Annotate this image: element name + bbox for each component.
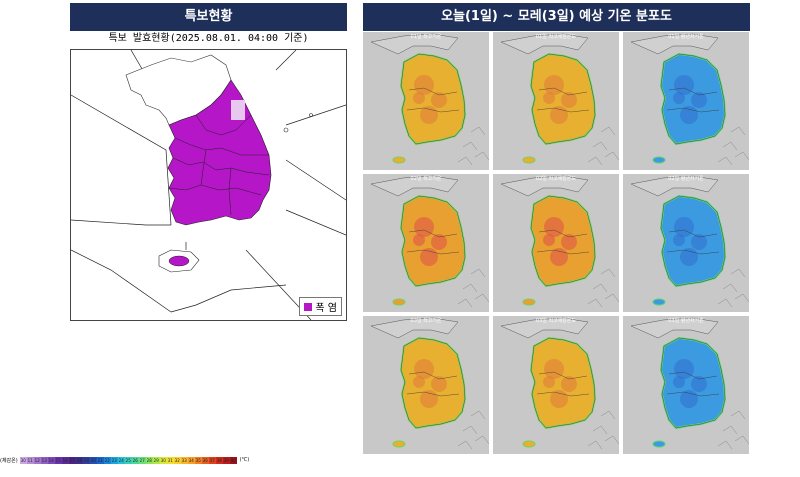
tile-map-graphic <box>500 175 619 308</box>
scale-cell: 18 <box>75 456 83 464</box>
scale-cell: 29 <box>152 456 160 464</box>
forecast-tile: 01일 최고체감온도 <box>493 32 619 170</box>
scale-cell: 34 <box>187 456 195 464</box>
tile-title: 01일 평년차기온 <box>668 34 704 40</box>
scale-cell: 15 <box>54 456 62 464</box>
panel-title: 오늘(1일) ~ 모레(3일) 예상 기온 분포도 <box>363 3 750 31</box>
scale-cell: 39 <box>222 456 230 464</box>
color-scale: (체감온) 30 11 12 13 14 15 16 17 18 19 20 21 22 23 24 25 26… <box>0 455 249 465</box>
scale-cell: 14 <box>47 456 55 464</box>
forecast-tile: 01일 최고기온 <box>363 32 489 170</box>
tile-title: 02일 최고기온 <box>410 176 442 182</box>
temperature-forecast-panel: 오늘(1일) ~ 모레(3일) 예상 기온 분포도 01일 최고기온 01일 최고… <box>363 3 750 471</box>
tile-map-graphic <box>370 175 489 308</box>
korea-warning-map-graphic <box>71 50 346 320</box>
scale-cell: 32 <box>173 456 181 464</box>
scale-cell: 30 <box>19 456 27 464</box>
scale-cell: 24 <box>117 456 125 464</box>
tile-title: 03일 평년차기온 <box>668 318 704 324</box>
scale-cell: 23 <box>110 456 118 464</box>
scale-cell: 40 <box>229 456 237 464</box>
forecast-tile: 02일 평년차기온 <box>623 174 749 312</box>
scale-label: (체감온) <box>0 457 18 464</box>
tile-map-graphic <box>500 33 619 166</box>
forecast-tile: 03일 최고체감온도 <box>493 316 619 454</box>
scale-cell: 30 <box>159 456 167 464</box>
tile-map-graphic <box>370 317 489 450</box>
forecast-map-grid: 01일 최고기온 01일 최고체감온도 01일 평년차기온 02일 최고기온 02일 최… <box>363 32 750 456</box>
scale-cell: 36 <box>201 456 209 464</box>
scale-cell: 13 <box>40 456 48 464</box>
scale-cell: 22 <box>103 456 111 464</box>
warning-map: 폭 염 <box>70 49 347 321</box>
scale-cell: 26 <box>131 456 139 464</box>
scale-cell: 28 <box>145 456 153 464</box>
scale-cell: 37 <box>208 456 216 464</box>
forecast-tile: 02일 최고기온 <box>363 174 489 312</box>
scale-cell: 31 <box>166 456 174 464</box>
scale-cell: 11 <box>26 456 34 464</box>
scale-cell: 16 <box>61 456 69 464</box>
heatwave-swatch <box>304 302 313 311</box>
jeju-region <box>168 255 190 267</box>
tile-map-graphic <box>630 175 749 308</box>
forecast-tile: 02일 최고체감온도 <box>493 174 619 312</box>
panel-title: 특보현황 <box>70 3 347 31</box>
scale-cell: 17 <box>68 456 76 464</box>
panel-subtitle: 특보 발효현황(2025.08.01. 04:00 기준) <box>108 33 309 44</box>
forecast-tile: 03일 평년차기온 <box>623 316 749 454</box>
scale-unit: (℃) <box>239 457 250 463</box>
scale-cell: 21 <box>96 456 104 464</box>
forecast-tile: 03일 최고기온 <box>363 316 489 454</box>
scale-cell: 33 <box>180 456 188 464</box>
tile-title: 01일 최고체감온도 <box>535 34 577 40</box>
scale-cell: 27 <box>138 456 146 464</box>
tile-map-graphic <box>630 33 749 166</box>
tile-title: 02일 평년차기온 <box>668 176 704 182</box>
warning-status-panel: 특보현황 특보 발효현황(2025.08.01. 04:00 기준) <box>70 3 347 321</box>
scale-cell: 38 <box>215 456 223 464</box>
tile-title: 01일 최고기온 <box>410 34 442 40</box>
tile-title: 03일 최고기온 <box>410 318 442 324</box>
map-legend: 폭 염 <box>299 297 342 316</box>
scale-cell: 20 <box>89 456 97 464</box>
scale-cell: 25 <box>124 456 132 464</box>
scale-cell: 19 <box>82 456 90 464</box>
tile-map-graphic <box>500 317 619 450</box>
tile-map-graphic <box>630 317 749 450</box>
tile-title: 03일 최고체감온도 <box>535 318 577 324</box>
forecast-tile: 01일 평년차기온 <box>623 32 749 170</box>
tile-title: 02일 최고체감온도 <box>535 176 577 182</box>
tile-map-graphic <box>370 33 489 166</box>
scale-cell: 12 <box>33 456 41 464</box>
legend-label: 폭 염 <box>315 303 337 314</box>
scale-cell: 35 <box>194 456 202 464</box>
heatwave-region <box>167 79 272 226</box>
